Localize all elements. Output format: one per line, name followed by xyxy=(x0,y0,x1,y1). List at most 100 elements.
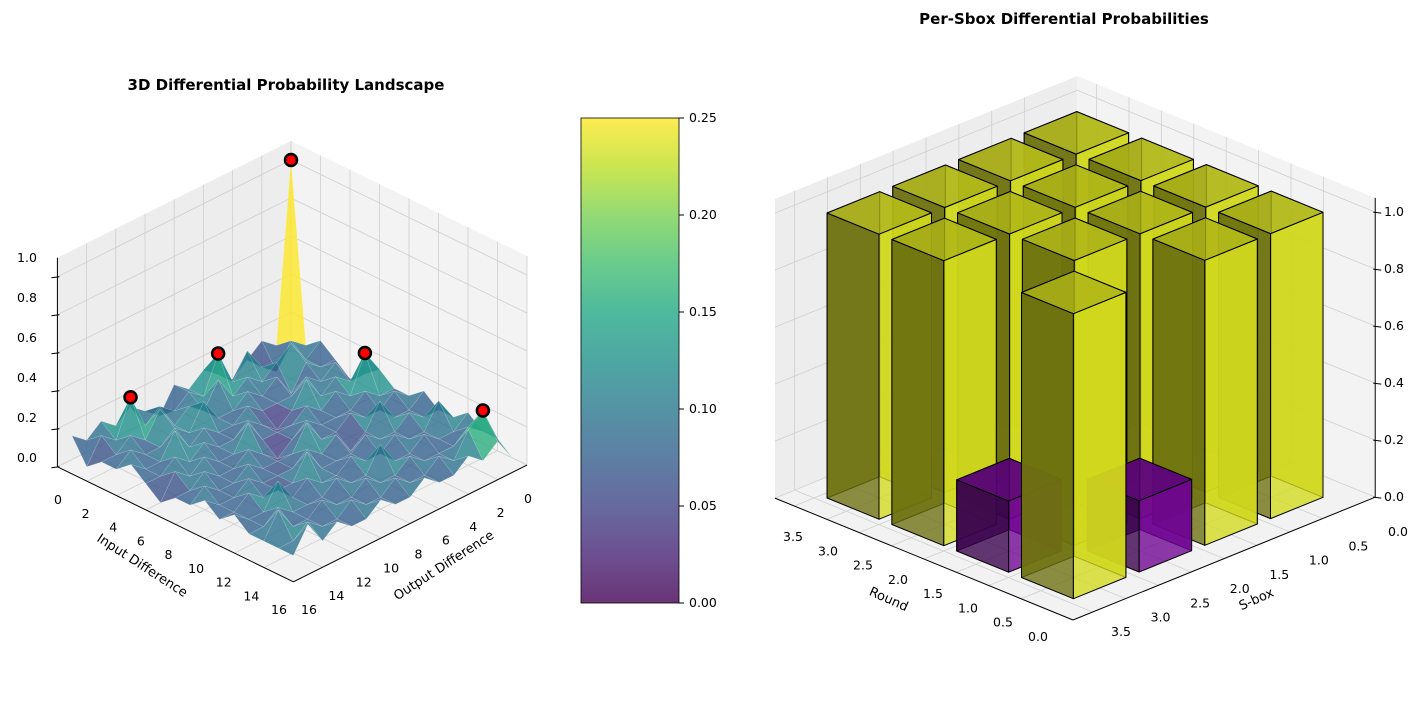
round-tick-label: 2.5 xyxy=(853,558,873,573)
grid-line xyxy=(774,89,1078,214)
surface-face xyxy=(277,524,309,556)
input-tick-label: 16 xyxy=(271,602,287,617)
sbox-tick-label: 2.5 xyxy=(1190,595,1210,610)
bar-right-face xyxy=(1204,238,1258,546)
round-tick-label: 1.0 xyxy=(958,600,978,615)
grid-line xyxy=(794,489,1093,613)
bar-top-face xyxy=(891,217,997,262)
z-tick-mark xyxy=(51,390,60,393)
z-tick-mark xyxy=(51,276,60,279)
output-tick-label: 8 xyxy=(415,547,423,562)
round-tick-label: 2.0 xyxy=(888,572,908,587)
z-tick-mark xyxy=(1373,496,1382,499)
grid-line xyxy=(1076,89,1376,213)
grid-line xyxy=(290,159,528,276)
max-probability-marker xyxy=(357,345,373,361)
bar-top-face xyxy=(1022,164,1129,208)
z-tick-mark xyxy=(1373,382,1382,385)
colorbar-tick-label: 0.00 xyxy=(689,595,717,610)
round-tick-label: 3.5 xyxy=(783,529,803,544)
z-tick-mark xyxy=(1373,325,1382,328)
z-tick-label: 0.6 xyxy=(17,330,37,345)
round-tick-label: 1.5 xyxy=(923,586,943,601)
bar-left-face xyxy=(891,239,945,547)
output-tick-label: 4 xyxy=(469,519,477,534)
bar-right-face xyxy=(1072,291,1127,600)
z-tick-label: 0.4 xyxy=(1384,375,1404,390)
bar-top-face xyxy=(1023,111,1130,155)
bar3d-plot-title: Per-Sbox Differential Probabilities xyxy=(919,10,1209,28)
grid-line xyxy=(263,450,498,568)
bar-round-0-sbox-3 xyxy=(1021,270,1127,600)
grid-line xyxy=(57,273,292,392)
bar-top-face xyxy=(1152,217,1258,261)
bar3d-plot xyxy=(774,76,1382,621)
z-tick-mark xyxy=(51,314,60,317)
z-tick-label: 0.6 xyxy=(1384,318,1404,333)
z-tick-label: 0.8 xyxy=(1384,261,1404,276)
grid-line xyxy=(290,273,528,390)
grid-line xyxy=(57,197,292,316)
input-tick-label: 10 xyxy=(188,561,204,576)
z-tick-label: 0.0 xyxy=(1384,489,1404,504)
input-tick-label: 0 xyxy=(54,492,62,507)
bar-top-face xyxy=(1153,164,1259,208)
input-tick-label: 8 xyxy=(165,547,173,562)
colorbar: 0.00 0.05 0.10 0.15 0.20 0.25 xyxy=(580,110,717,610)
colorbar-tick-label: 0.20 xyxy=(689,207,717,222)
z-tick-label: 0.2 xyxy=(17,410,37,425)
z-tick-mark xyxy=(51,466,60,469)
surface-plot-title: 3D Differential Probability Landscape xyxy=(128,76,445,94)
input-tick-label: 2 xyxy=(82,506,90,521)
input-axis-line xyxy=(57,466,294,583)
round-tick-label: 0.5 xyxy=(993,615,1013,630)
z-tick-label: 1.0 xyxy=(17,250,37,265)
z-tick-mark xyxy=(1373,439,1382,442)
grid-line xyxy=(57,311,292,430)
round-axis-label: Round xyxy=(867,585,911,615)
z-tick-mark xyxy=(51,352,60,355)
input-tick-label: 12 xyxy=(216,575,232,590)
surface-plot xyxy=(51,141,528,583)
bar-top-face xyxy=(957,191,1063,235)
round-axis-line xyxy=(774,497,1074,621)
bar-top-face xyxy=(1088,137,1194,182)
output-tick-label: 6 xyxy=(442,533,450,548)
z-tick-label: 0.0 xyxy=(17,450,37,465)
grid-line xyxy=(57,235,292,354)
z-tick-mark xyxy=(51,428,60,431)
bar-top-face xyxy=(1218,190,1324,235)
grid-line xyxy=(290,197,528,314)
output-tick-label: 0 xyxy=(524,491,532,506)
round-tick-label: 0.0 xyxy=(1028,629,1048,644)
bar-left-face xyxy=(1021,292,1074,600)
max-probability-marker xyxy=(283,152,299,168)
colorbar-gradient xyxy=(580,117,680,604)
sbox-tick-label: 0.0 xyxy=(1388,524,1408,539)
bar-top-face xyxy=(892,164,998,208)
bar-round-0-sbox-1 xyxy=(1152,217,1258,546)
output-tick-label: 16 xyxy=(301,602,317,617)
colorbar-tick-label: 0.25 xyxy=(689,110,717,125)
z-tick-label: 0.4 xyxy=(17,370,37,385)
z-tick-label: 1.0 xyxy=(1384,204,1404,219)
colorbar-tick-label: 0.15 xyxy=(689,304,717,319)
sbox-tick-label: 1.5 xyxy=(1269,567,1289,582)
z-tick-mark xyxy=(1373,211,1382,214)
round-tick-label: 3.0 xyxy=(818,543,838,558)
input-tick-label: 14 xyxy=(243,588,259,603)
max-probability-marker xyxy=(475,403,491,418)
bar-top-face xyxy=(958,137,1064,182)
colorbar-tick-label: 0.05 xyxy=(689,498,717,513)
output-tick-label: 10 xyxy=(383,560,399,575)
sbox-axis-line xyxy=(1072,496,1376,621)
output-tick-label: 12 xyxy=(356,574,372,589)
z-tick-label: 0.8 xyxy=(17,290,37,305)
grid-line xyxy=(57,159,292,278)
grid-line xyxy=(290,235,528,352)
bar-right-face xyxy=(1270,211,1324,520)
bar-top-face xyxy=(1087,190,1193,235)
sbox-tick-label: 0.5 xyxy=(1348,538,1368,553)
max-probability-marker xyxy=(210,346,226,361)
